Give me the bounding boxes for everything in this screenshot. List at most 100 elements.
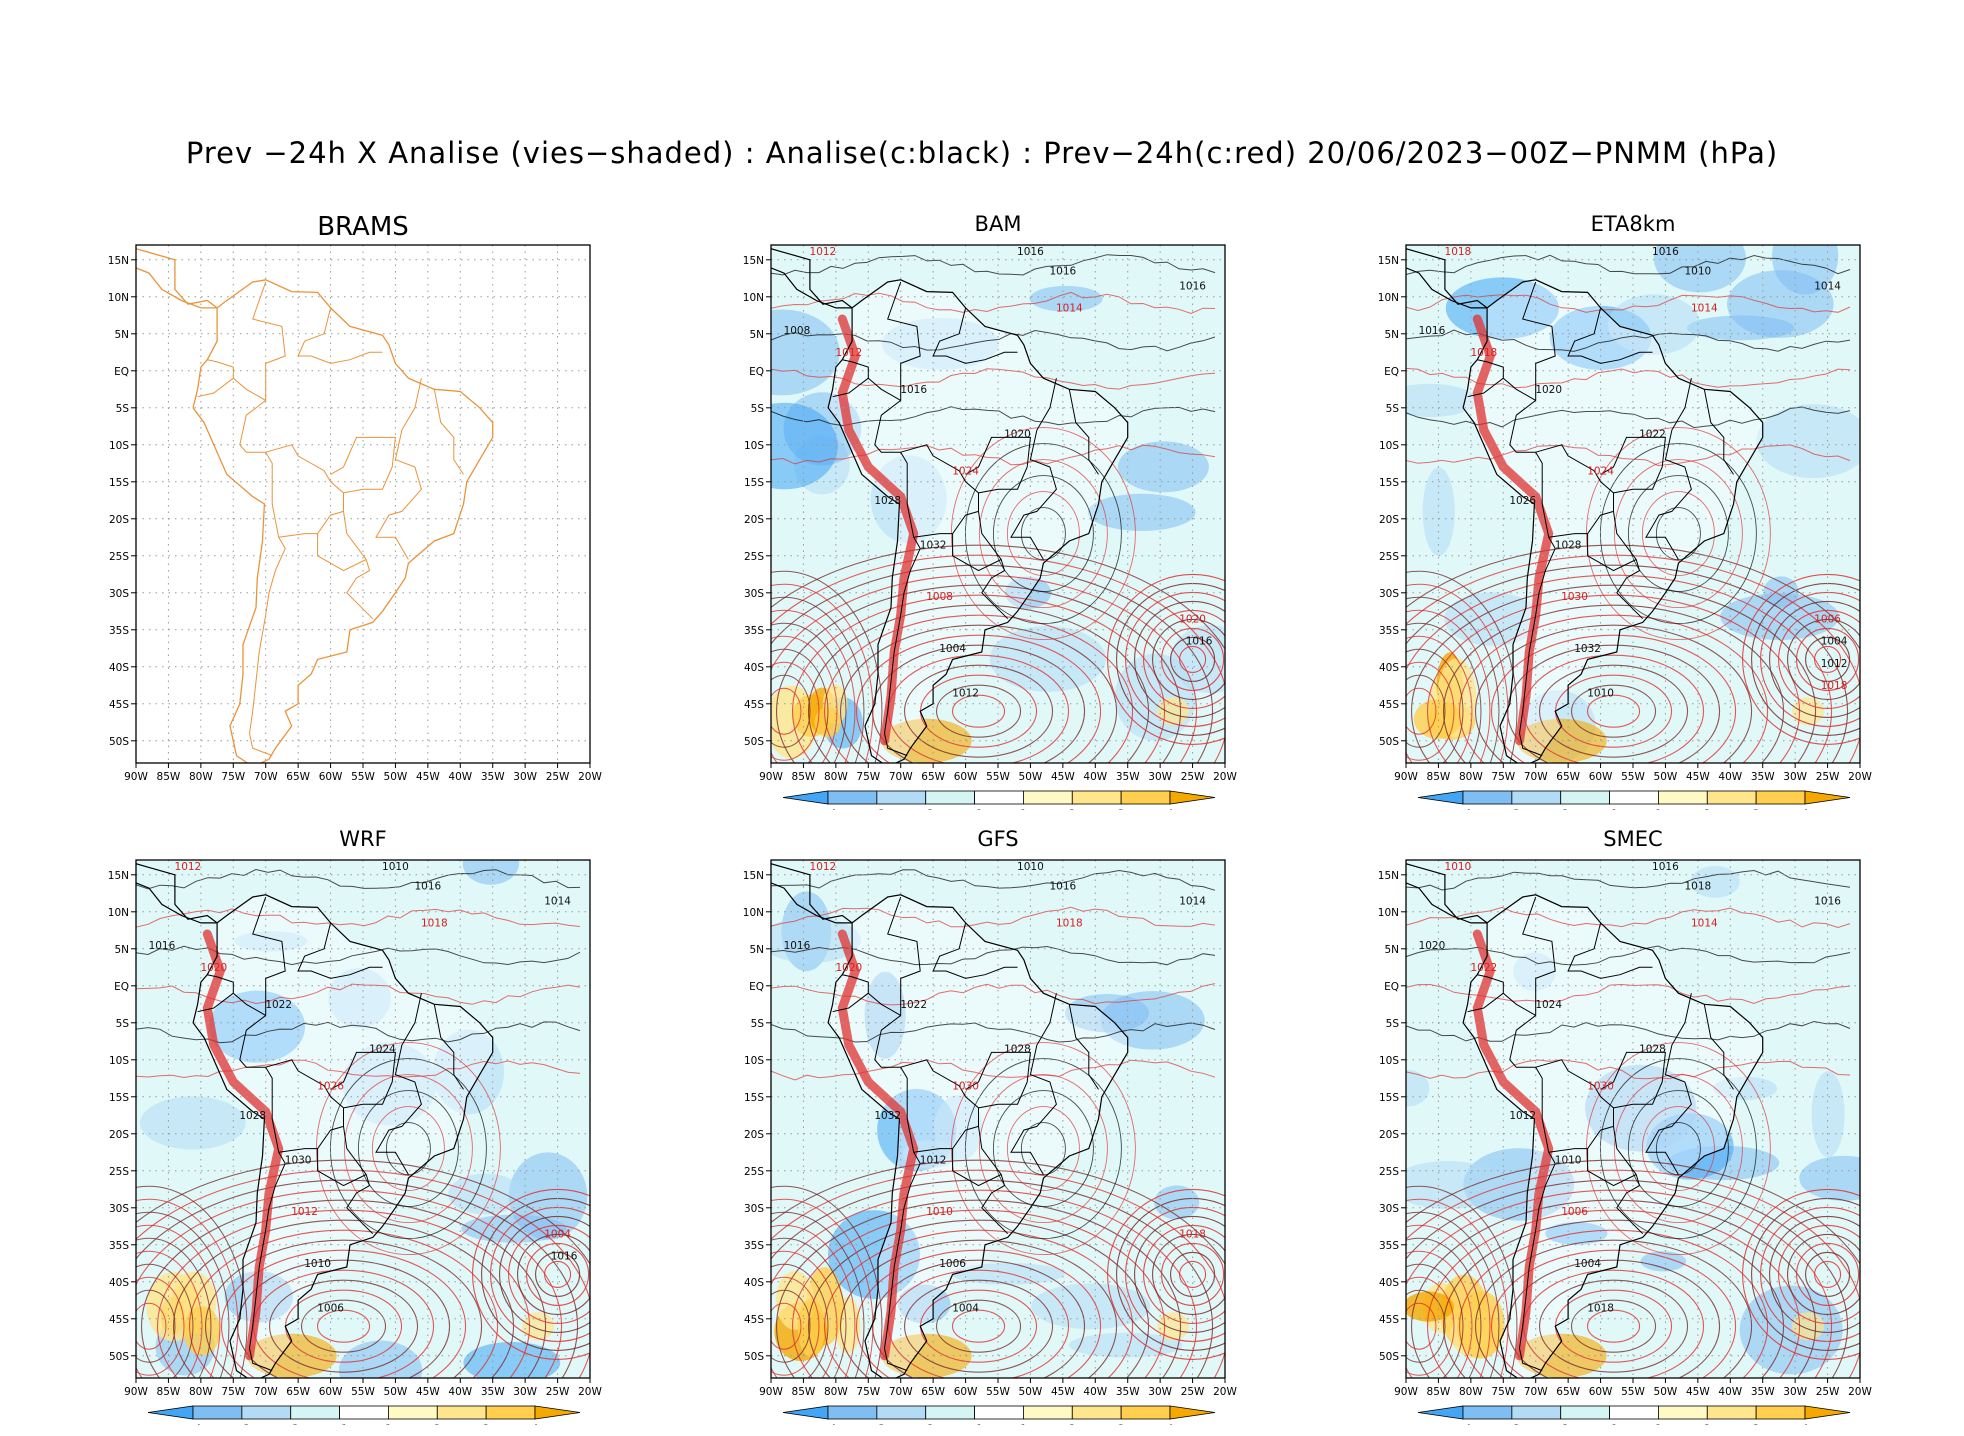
lat-tick-label: 15S <box>744 477 764 489</box>
lon-tick-label: 50W <box>1654 771 1678 783</box>
lon-tick-label: 55W <box>1621 1386 1645 1398</box>
colorbar-label: 1 <box>385 1422 392 1425</box>
lon-tick-label: 90W <box>124 771 148 783</box>
axes: 15N 10N 5N EQ 5S 10S 15S 20S 25S 30S 35S 40S 45S 50S 9… <box>108 255 603 783</box>
pressure-label: 1014 <box>1179 895 1206 907</box>
colorbar: −4 −3 −2 −1 1 2 3 4 <box>782 790 1216 810</box>
pressure-label: 1030 <box>285 1154 312 1166</box>
lat-tick-label: 20S <box>109 514 129 526</box>
lat-tick-label: 30S <box>109 588 129 600</box>
lat-tick-label: EQ <box>1384 981 1399 993</box>
pressure-label: 1016 <box>1179 280 1206 292</box>
lat-tick-label: 50S <box>1379 1351 1399 1363</box>
pressure-label: 1024 <box>952 465 979 477</box>
colorbar: −4 −3 −2 −1 1 2 3 4 <box>1417 1405 1851 1425</box>
lon-tick-label: 70W <box>889 1386 913 1398</box>
pressure-label: 1032 <box>1574 643 1601 655</box>
pressure-label: 1010 <box>382 861 409 873</box>
lat-tick-label: 20S <box>1379 514 1399 526</box>
lat-tick-label: 25S <box>1379 1166 1399 1178</box>
lon-tick-label: 85W <box>157 771 181 783</box>
pressure-label: 1004 <box>544 1228 571 1240</box>
lat-tick-label: EQ <box>749 366 764 378</box>
pressure-label: 1028 <box>1004 1043 1031 1055</box>
colorbar-label: −1 <box>1601 807 1618 810</box>
lat-tick-label: 50S <box>744 1351 764 1363</box>
lon-tick-label: 90W <box>1394 1386 1418 1398</box>
lat-tick-label: 45S <box>744 699 764 711</box>
lon-tick-label: 90W <box>124 1386 148 1398</box>
lon-tick-label: 20W <box>578 771 602 783</box>
lon-tick-label: 45W <box>1686 1386 1710 1398</box>
lon-tick-label: 85W <box>1427 771 1451 783</box>
pressure-label: 1010 <box>1445 861 1472 873</box>
lat-tick-label: 15N <box>743 870 764 882</box>
lat-tick-label: 5S <box>751 1018 765 1030</box>
colorbar-label: −3 <box>1503 807 1520 810</box>
lat-tick-label: 35S <box>744 1240 764 1252</box>
lat-tick-label: 20S <box>109 1129 129 1141</box>
lat-tick-label: 50S <box>744 736 764 748</box>
lat-tick-label: 25S <box>109 551 129 563</box>
lat-tick-label: EQ <box>1384 366 1399 378</box>
pressure-label: 1010 <box>1587 687 1614 699</box>
lon-tick-label: 80W <box>1459 1386 1483 1398</box>
coastline <box>1406 248 1764 763</box>
lon-tick-label: 60W <box>319 1386 343 1398</box>
lon-tick-label: 25W <box>1816 771 1840 783</box>
pressure-label: 1010 <box>1555 1154 1582 1166</box>
lon-tick-label: 75W <box>856 1386 880 1398</box>
pressure-label: 1016 <box>414 881 441 893</box>
pressure-labels: 1010 1016 1018 1014 1016 1020 1022 1024 1028 1030… <box>1419 861 1842 1314</box>
panel-wrf: WRF 1012 1010 1016 1018 1014 1016 1020 1022 1024 1… <box>100 820 720 1425</box>
lat-tick-label: 10N <box>743 907 764 919</box>
pressure-label: 1018 <box>1445 246 1472 258</box>
lon-tick-label: 35W <box>1751 771 1775 783</box>
axes: 15N 10N 5N EQ 5S 10S 15S 20S 25S 30S 35S 40S 45S 50S 9… <box>1378 255 1873 783</box>
panel-brams: BRAMS 15N 10N 5N EQ 5S 10S 15S 20S 25S 30S 35S 40S 45… <box>100 205 720 810</box>
pressure-label: 1030 <box>1587 1080 1614 1092</box>
lat-tick-label: EQ <box>749 981 764 993</box>
lon-tick-label: 40W <box>448 1386 472 1398</box>
pressure-label: 1016 <box>1186 636 1213 648</box>
lat-tick-label: 10N <box>743 292 764 304</box>
panel-title: BAM <box>975 212 1022 236</box>
pressure-label: 1030 <box>1561 591 1588 603</box>
colorbar: −4 −3 −2 −1 1 2 3 4 <box>1417 790 1851 810</box>
lon-tick-label: 60W <box>1589 771 1613 783</box>
lon-tick-label: 20W <box>578 1386 602 1398</box>
lon-tick-label: 20W <box>1213 1386 1237 1398</box>
colorbar-label: 3 <box>1117 807 1124 810</box>
lon-tick-label: 65W <box>286 771 310 783</box>
lat-tick-label: 35S <box>1379 625 1399 637</box>
lat-tick-label: 35S <box>1379 1240 1399 1252</box>
lon-tick-label: 90W <box>759 771 783 783</box>
pressure-label: 1012 <box>1509 1110 1536 1122</box>
pressure-label: 1006 <box>317 1302 344 1314</box>
pressure-label: 1010 <box>1684 266 1711 278</box>
isobar-contours <box>1406 254 1860 763</box>
lon-tick-label: 25W <box>1816 1386 1840 1398</box>
pressure-label: 1004 <box>1821 636 1848 648</box>
lon-tick-label: 80W <box>189 1386 213 1398</box>
panel-title: ETA8km <box>1591 212 1676 236</box>
pressure-label: 1022 <box>900 999 927 1011</box>
lon-tick-label: 30W <box>1148 1386 1172 1398</box>
pressure-label: 1012 <box>810 861 837 873</box>
lat-tick-label: 45S <box>109 699 129 711</box>
lon-tick-label: 70W <box>1524 1386 1548 1398</box>
lat-tick-label: 30S <box>744 1203 764 1215</box>
lat-tick-label: 15S <box>109 1092 129 1104</box>
lon-tick-label: 70W <box>889 771 913 783</box>
colorbar-label: 4 <box>531 1422 538 1425</box>
lon-tick-label: 85W <box>1427 1386 1451 1398</box>
pressure-label: 1020 <box>200 962 227 974</box>
lon-tick-label: 75W <box>221 771 245 783</box>
lat-tick-label: 10S <box>744 440 764 452</box>
lon-tick-label: 45W <box>1051 1386 1075 1398</box>
lat-tick-label: EQ <box>114 981 129 993</box>
pressure-label: 1012 <box>1821 658 1848 670</box>
colorbar-label: −4 <box>185 1422 202 1425</box>
pressure-label: 1016 <box>1652 246 1679 258</box>
